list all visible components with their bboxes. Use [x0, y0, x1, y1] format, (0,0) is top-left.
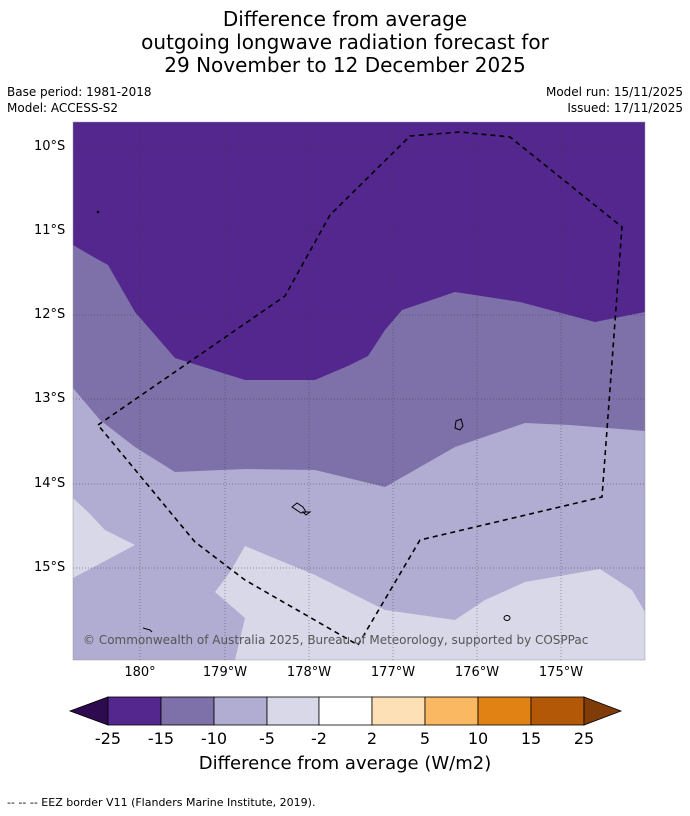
island-north-east [454, 418, 464, 431]
meta-right: Model run: 15/11/2025 Issued: 17/11/2025 [546, 84, 683, 116]
colorbar-box-3 [213, 696, 268, 726]
colorbar-tick: 5 [419, 729, 431, 748]
model-run: Model run: 15/11/2025 [545, 85, 683, 99]
colorbar-box-5 [318, 696, 373, 726]
island-central-islet [301, 511, 312, 516]
region-minus5-to-2-south [215, 546, 645, 660]
lat-label-12s: 12°S [34, 307, 66, 322]
lat-label-15s: 15°S [34, 560, 66, 575]
colorbar-tick: 25 [573, 729, 595, 748]
issued-date: Issued: 17/11/2025 [567, 101, 683, 115]
graticule [73, 122, 645, 660]
map-title: Difference from average outgoing longwav… [0, 8, 690, 77]
title-line-1: Difference from average [222, 7, 468, 31]
lat-label-11s: 11°S [34, 223, 66, 238]
colorbar-tick: 10 [467, 729, 489, 748]
colorbar-tick: -5 [259, 729, 275, 748]
title-line-3: 29 November to 12 December 2025 [164, 53, 526, 77]
region-minus5-to-2-west [73, 498, 135, 578]
colorbar-tick: 15 [520, 729, 542, 748]
colorbar-box-2 [160, 696, 215, 726]
island-north-west [96, 210, 100, 214]
lat-label-10s: 10°S [34, 139, 66, 154]
lat-label-14s: 14°S [34, 476, 66, 491]
map-fill [73, 122, 645, 660]
colorbar-high-extend [583, 696, 623, 726]
colorbar-box-1 [107, 696, 162, 726]
island-south-west [142, 627, 153, 633]
lon-label-175w: 175°W [538, 665, 584, 680]
lon-label-177w: 177°W [370, 665, 416, 680]
colorbar-low-extend [68, 696, 109, 726]
map-frame [72, 121, 646, 661]
colorbar-tick: -25 [94, 729, 122, 748]
meta-left: Base period: 1981-2018 Model: ACCESS-S2 [7, 84, 152, 116]
title-line-2: outgoing longwave radiation forecast for [141, 30, 549, 54]
colorbar-box-6 [371, 696, 426, 726]
footer-note: -- -- -- EEZ border V11 (Flanders Marine… [7, 796, 316, 809]
colorbar-title: Difference from average (W/m2) [198, 753, 492, 774]
eez-border-line [96, 131, 623, 647]
colorbar-box-8 [477, 696, 532, 726]
colorbar-box-7 [424, 696, 479, 726]
colorbar-box-9 [530, 696, 585, 726]
island-central [291, 502, 307, 514]
colorbar-tick: -10 [200, 729, 228, 748]
colorbar [68, 696, 623, 726]
copyright-notice: © Commonwealth of Australia 2025, Bureau… [83, 633, 589, 647]
lon-label-179w: 179°W [202, 665, 248, 680]
lat-label-13s: 13°S [34, 391, 66, 406]
lon-label-180: 180° [124, 665, 156, 680]
colorbar-tick: -2 [311, 729, 327, 748]
model-name: Model: ACCESS-S2 [7, 101, 119, 115]
colorbar-tick: 2 [366, 729, 378, 748]
base-period: Base period: 1981-2018 [7, 85, 152, 99]
island-south-east [503, 615, 511, 621]
lon-label-178w: 178°W [286, 665, 332, 680]
islands [96, 210, 511, 633]
lon-label-176w: 176°W [454, 665, 500, 680]
colorbar-tick: -15 [147, 729, 175, 748]
colorbar-box-4 [266, 696, 320, 726]
